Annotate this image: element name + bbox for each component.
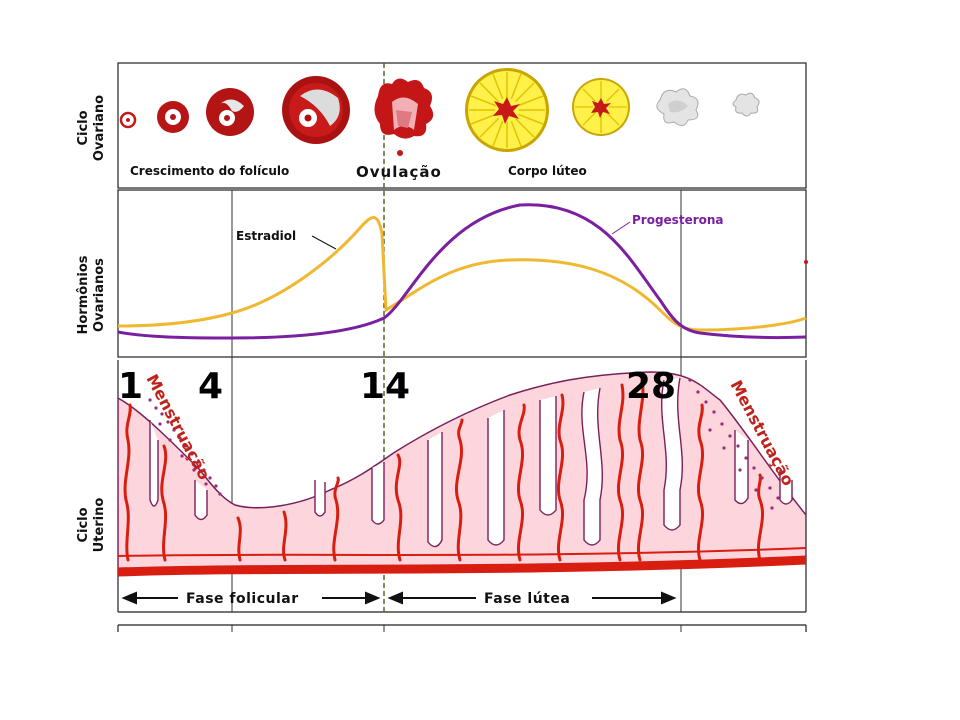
svg-text:Hormônios: Hormônios [76,255,91,334]
corpus-albicans-small [732,92,760,117]
uterine-glands [149,377,793,548]
panel-frames [117,62,807,632]
corpus-luteum-medium [572,78,630,136]
follicle-stage-3 [206,88,254,136]
day-label-14: 14 [360,366,410,407]
svg-text:Ovarianos: Ovarianos [92,258,107,332]
edge-marker [804,260,808,264]
day-label-28: 28 [626,366,676,407]
endometrium-tissue [118,371,806,571]
corpus-albicans-large [656,88,699,126]
follicle-stage-2 [157,101,189,133]
row-label-ovarian-cycle: Ciclo Ovariano [76,95,107,161]
follicle-growth-caption: Crescimento do folículo [130,164,289,178]
row-label-ovarian-hormones: Hormônios Ovarianos [76,255,107,334]
estradiol-leader [311,235,337,250]
row-label-uterine-cycle: Ciclo Uterino [76,498,107,553]
day-label-4: 4 [198,366,223,407]
progesterone-leader [611,221,631,235]
luteal-phase-label: Fase lútea [484,591,570,607]
follicular-phase-label: Fase folicular [186,591,299,607]
follicle-stage-1 [119,111,137,129]
svg-text:Ovariano: Ovariano [92,95,107,161]
luteal-phase-arrow [387,591,677,605]
corpus-luteum-caption: Corpo lúteo [508,164,587,178]
progesterone-curve [117,203,807,340]
shedding-debris [148,378,780,510]
day-label-1: 1 [118,366,143,407]
follicular-phase-arrow [121,591,381,605]
myometrium-base [118,555,806,577]
corpus-luteum-large [465,68,549,152]
ovulation-caption: Ovulação [356,163,442,181]
estradiol-label: Estradiol [236,229,296,243]
follicle-stage-4 [282,76,350,144]
basal-vessel [118,547,806,557]
spiral-arteries [123,378,765,562]
svg-text:Ciclo: Ciclo [76,110,91,145]
ovulation-rupture [374,78,434,156]
progesterone-label: Progesterona [632,213,724,227]
svg-text:Uterino: Uterino [92,498,107,553]
estradiol-curve [117,216,807,332]
svg-text:Ciclo: Ciclo [76,507,91,542]
